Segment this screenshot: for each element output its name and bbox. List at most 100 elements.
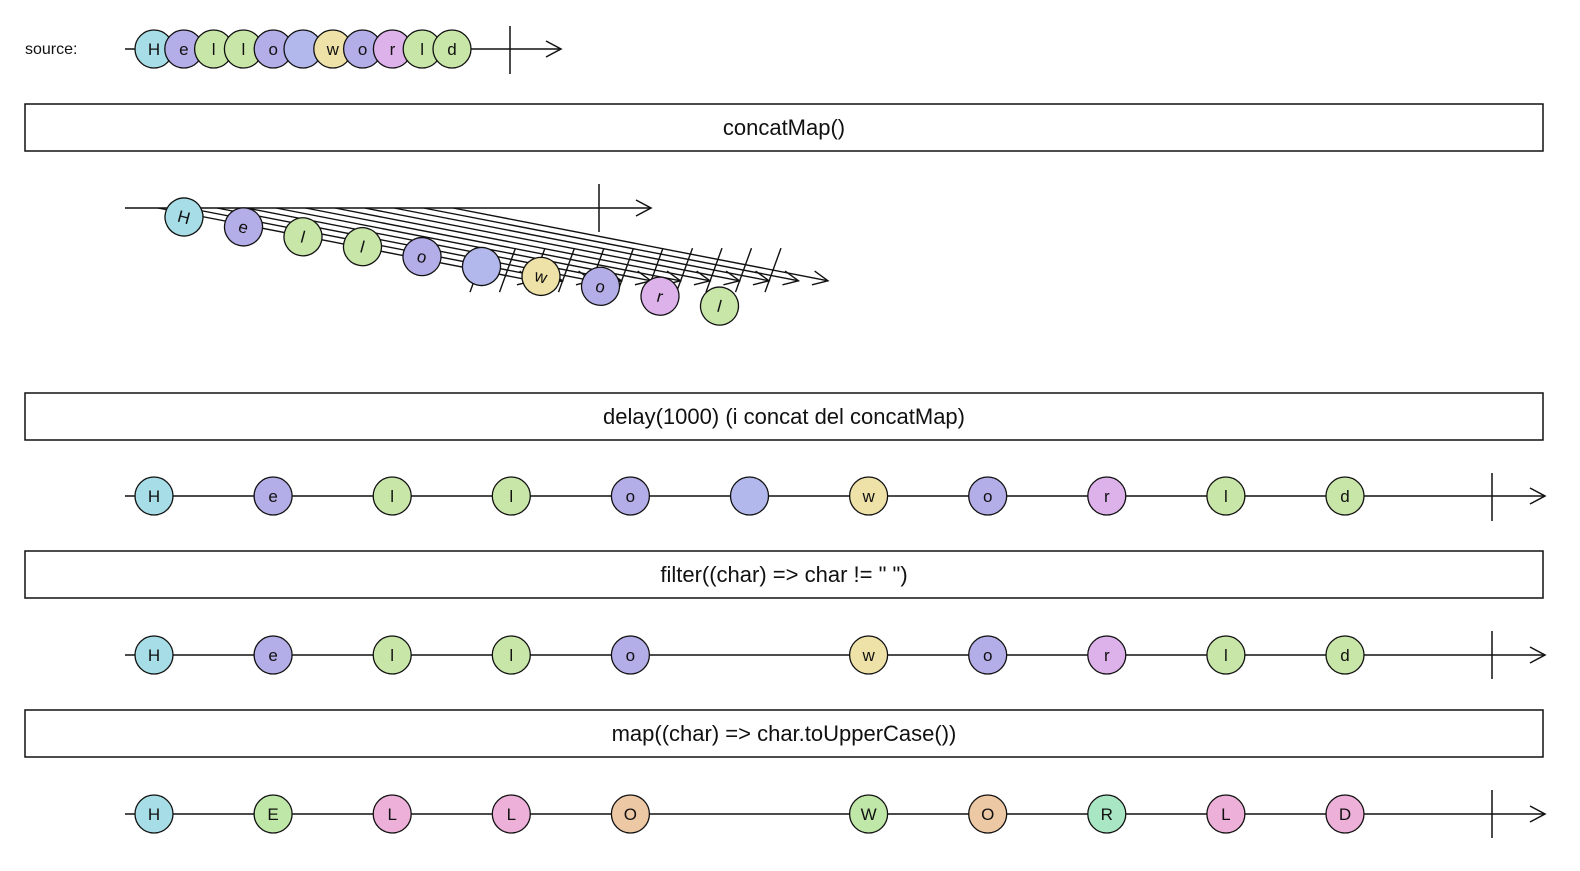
marble-label: d: [1340, 487, 1349, 506]
marble: l: [372, 476, 412, 516]
marble-label: D: [1339, 805, 1351, 824]
inner-stream-complete-marker: [764, 247, 782, 293]
marble-label: r: [390, 40, 396, 59]
marble: w: [848, 635, 889, 675]
marble-label: l: [509, 646, 513, 665]
marble-circle: [1206, 794, 1246, 834]
marble: W: [848, 794, 889, 834]
marble-label: R: [1101, 805, 1113, 824]
marble: d: [1325, 476, 1365, 516]
marble-circle: [134, 635, 174, 675]
marble: r: [1087, 635, 1127, 675]
marble-label: w: [532, 266, 550, 288]
marble-circle: [610, 476, 651, 516]
marble-circle: [402, 236, 442, 277]
marble: l: [491, 635, 531, 675]
marble-circle: [610, 794, 651, 834]
marble-label: H: [148, 805, 160, 824]
marble: O: [610, 794, 651, 834]
marble-circle: [253, 476, 293, 516]
marble-circle: [1325, 794, 1365, 834]
marble: L: [372, 794, 412, 834]
marble-circle: [372, 476, 412, 516]
marble-circle: [1206, 476, 1246, 516]
marble-label: d: [1340, 646, 1349, 665]
marble-circle: [491, 794, 531, 834]
marble-circle: [432, 29, 472, 69]
operator-label: map((char) => char.toUpperCase()): [612, 721, 957, 746]
marble: D: [1325, 794, 1365, 834]
marble-circle: [521, 256, 561, 297]
marble-label: o: [358, 40, 367, 59]
marble-label: e: [268, 487, 277, 506]
marble-circle: [968, 794, 1008, 834]
marble-label: W: [861, 805, 877, 824]
marble-circle: [610, 635, 651, 675]
marble: r: [372, 29, 413, 69]
marble-circle: [848, 476, 889, 516]
source-label: source:: [25, 41, 77, 58]
marble-circle: [1325, 476, 1365, 516]
marble-circle: [1087, 794, 1127, 834]
marble-circle: [372, 635, 412, 675]
marble-label: l: [1224, 646, 1228, 665]
marble-circle: [491, 635, 531, 675]
marble: o: [402, 236, 442, 277]
marble: l: [372, 635, 412, 675]
marble-label: l: [390, 646, 394, 665]
marble-label: o: [626, 487, 635, 506]
marble-label: e: [179, 40, 188, 59]
marble-circle: [1325, 635, 1365, 675]
marble-circle: [968, 476, 1008, 516]
marble-label: L: [1221, 805, 1230, 824]
inner-stream-arrow-icon: [782, 270, 801, 286]
marble-label: l: [242, 40, 246, 59]
marble: H: [134, 476, 174, 516]
marble: L: [491, 794, 531, 834]
source-arrow-icon: [545, 40, 563, 58]
marble-label: H: [148, 40, 160, 59]
filtered-arrow-icon: [1529, 646, 1547, 664]
operator-label: delay(1000) (i concat del concatMap): [603, 404, 965, 429]
marble-label: o: [626, 646, 635, 665]
marble-label: L: [507, 805, 516, 824]
marble: o: [968, 635, 1008, 675]
marble: l: [491, 476, 531, 516]
marble-label: l: [299, 228, 308, 247]
operator-box-map: map((char) => char.toUpperCase()): [24, 709, 1544, 758]
marble-label: l: [509, 487, 513, 506]
inner-stream-line: [393, 207, 770, 282]
inner-stream-line: [423, 207, 799, 282]
marble-label: r: [1104, 487, 1110, 506]
delayed-arrow-icon: [1529, 487, 1547, 505]
marble: e: [223, 207, 264, 247]
inner-stream-line: [452, 207, 829, 282]
operator-label: concatMap(): [723, 115, 845, 140]
marble: [461, 246, 502, 287]
marble-label: r: [655, 287, 666, 307]
marble: L: [1206, 794, 1246, 834]
inner-stream-complete-marker: [616, 247, 635, 293]
marble-circle: [848, 794, 889, 834]
marble: w: [848, 476, 889, 516]
marble: o: [253, 29, 293, 69]
marble-label: E: [267, 805, 278, 824]
marble-label: l: [1224, 487, 1228, 506]
marble: w: [521, 256, 561, 297]
marble-label: d: [447, 40, 456, 59]
concatmap-arrow-icon: [635, 199, 653, 217]
marble-label: w: [326, 40, 340, 59]
marble-circle: [729, 476, 770, 516]
marble: H: [134, 635, 174, 675]
marble: H: [134, 794, 174, 834]
marble-circle: [134, 794, 174, 834]
marble-circle: [968, 635, 1008, 675]
inner-stream-complete-marker: [557, 247, 576, 293]
marble: R: [1087, 794, 1127, 834]
marble-label: l: [358, 238, 367, 257]
